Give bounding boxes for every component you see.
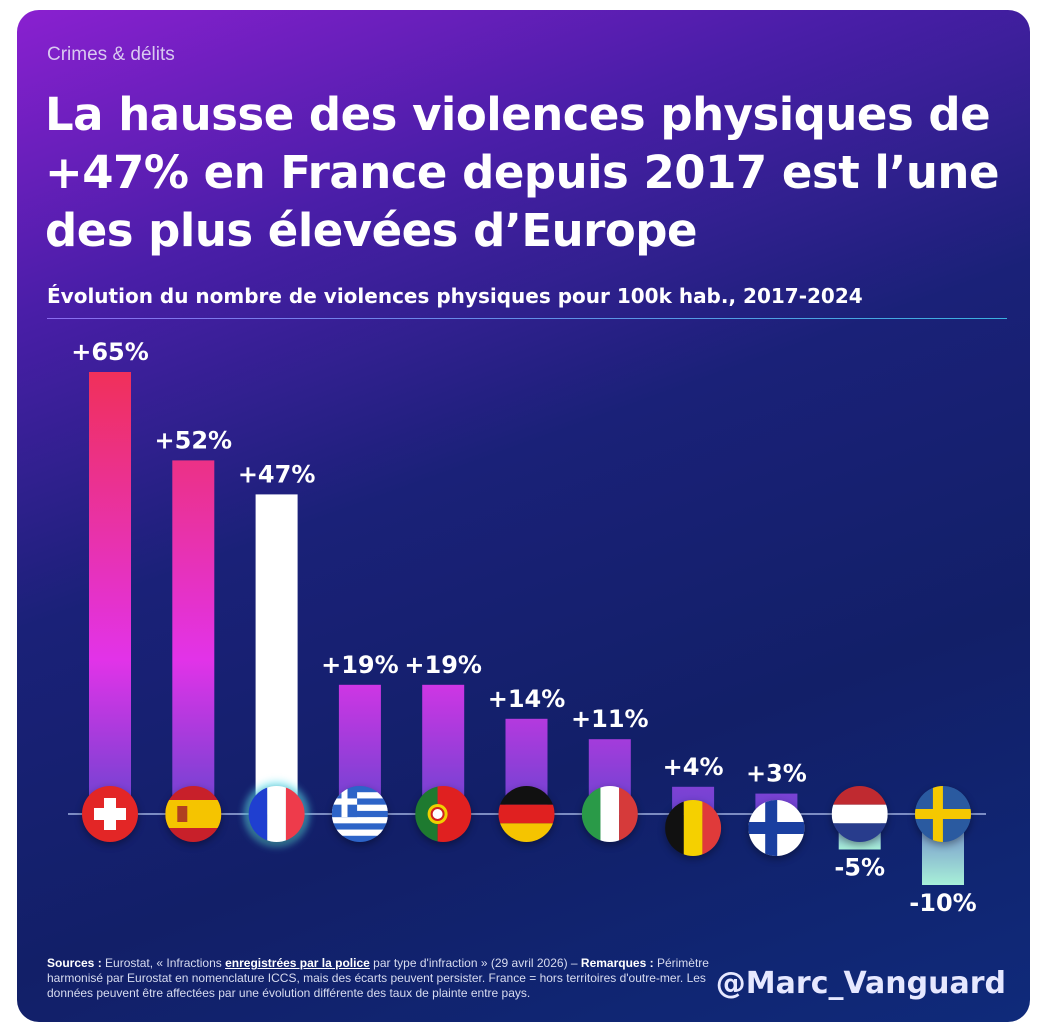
- spain-flag-icon: [165, 786, 222, 845]
- bar: [255, 494, 298, 814]
- data-label: +3%: [746, 760, 807, 788]
- bar-group: -10%: [909, 786, 977, 917]
- sources-text-2: par type d'infraction » (29 avril 2026) …: [369, 956, 581, 970]
- data-label: -5%: [834, 854, 885, 882]
- germany-flag-icon: [498, 786, 555, 845]
- sweden-flag-icon: [915, 786, 971, 845]
- bar-group: +11%: [571, 705, 649, 845]
- data-label: +14%: [488, 685, 566, 713]
- data-label: +52%: [155, 426, 233, 454]
- category-kicker: Crimes & délits: [47, 44, 175, 65]
- finland-flag-icon: [748, 800, 805, 859]
- italy-flag-icon: [581, 786, 638, 845]
- data-label: +4%: [663, 753, 724, 781]
- footer-notes: Sources : Eurostat, « Infractions enregi…: [47, 956, 747, 1001]
- bar: [89, 372, 131, 814]
- bar-group: +47%: [238, 460, 316, 846]
- data-label: +47%: [238, 460, 316, 488]
- bar-group: +14%: [488, 685, 566, 845]
- data-label: -10%: [909, 889, 976, 917]
- bar-group: +65%: [71, 338, 149, 845]
- author-handle: @Marc_Vanguard: [715, 966, 1006, 1001]
- sources-link[interactable]: enregistrées par la police: [225, 956, 370, 970]
- bar: [172, 460, 215, 814]
- switzerland-flag-icon: [82, 786, 138, 845]
- bar-group: -5%: [831, 786, 888, 882]
- bar-group: +3%: [746, 760, 807, 859]
- bar-group: +52%: [155, 426, 233, 845]
- netherlands-flag-icon: [831, 786, 888, 845]
- belgium-flag-icon: [665, 800, 722, 859]
- data-label: +19%: [321, 651, 399, 679]
- portugal-flag-icon: [415, 786, 472, 845]
- chart-subtitle: Évolution du nombre de violences physiqu…: [47, 284, 863, 308]
- divider: [47, 318, 1007, 319]
- sources-label: Sources :: [47, 956, 102, 970]
- sources-text: Eurostat, « Infractions: [101, 956, 226, 970]
- data-label: +65%: [71, 338, 149, 366]
- bar-group: +19%: [404, 651, 482, 845]
- infographic-card: Crimes & délits La hausse des violences …: [17, 10, 1030, 1022]
- greece-flag-icon: [331, 786, 388, 845]
- france-flag-icon: [248, 786, 305, 845]
- remarks-text: Périmètre harmonisé par Eurostat en nome…: [47, 956, 709, 1000]
- page-title: La hausse des violences physiques de +47…: [45, 88, 999, 257]
- data-label: +11%: [571, 705, 649, 733]
- bar-group: +19%: [321, 651, 399, 845]
- data-label: +19%: [404, 651, 482, 679]
- remarks-label: Remarques :: [580, 956, 654, 970]
- bar-group: +4%: [663, 753, 724, 859]
